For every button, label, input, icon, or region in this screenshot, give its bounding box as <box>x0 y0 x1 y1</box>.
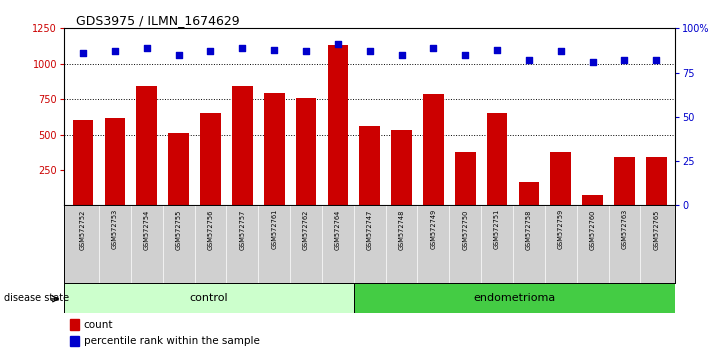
Text: GSM572752: GSM572752 <box>80 209 86 250</box>
Bar <box>264 93 284 205</box>
Point <box>523 57 535 63</box>
Point <box>173 52 184 58</box>
Bar <box>582 195 603 205</box>
Text: GSM572765: GSM572765 <box>653 209 659 250</box>
Text: GSM572749: GSM572749 <box>430 209 437 250</box>
Bar <box>359 126 380 205</box>
Text: endometrioma: endometrioma <box>474 293 556 303</box>
Bar <box>518 182 540 205</box>
Point <box>428 45 439 51</box>
Bar <box>73 120 93 205</box>
Point <box>109 48 121 54</box>
Bar <box>353 283 675 313</box>
Point <box>619 57 630 63</box>
Text: GSM572753: GSM572753 <box>112 209 118 250</box>
Point <box>269 47 280 52</box>
Text: GSM572754: GSM572754 <box>144 209 150 250</box>
Bar <box>487 113 508 205</box>
Text: GSM572762: GSM572762 <box>303 209 309 250</box>
Text: GSM572756: GSM572756 <box>208 209 213 250</box>
Text: control: control <box>190 293 228 303</box>
Point <box>300 48 311 54</box>
Bar <box>550 152 571 205</box>
Bar <box>64 283 353 313</box>
Text: GSM572758: GSM572758 <box>526 209 532 250</box>
Bar <box>455 152 476 205</box>
Bar <box>70 319 79 330</box>
Bar <box>137 86 157 205</box>
Text: GSM572761: GSM572761 <box>271 209 277 250</box>
Text: disease state: disease state <box>4 293 69 303</box>
Bar <box>328 45 348 205</box>
Text: percentile rank within the sample: percentile rank within the sample <box>84 336 260 346</box>
Text: GSM572751: GSM572751 <box>494 209 500 250</box>
Point <box>459 52 471 58</box>
Bar <box>232 86 252 205</box>
Point <box>205 48 216 54</box>
Bar <box>169 133 189 205</box>
Point <box>364 48 375 54</box>
Bar <box>391 130 412 205</box>
Text: GSM572748: GSM572748 <box>399 209 405 250</box>
Text: GSM572757: GSM572757 <box>240 209 245 250</box>
Bar <box>200 113 221 205</box>
Point <box>141 45 152 51</box>
Bar <box>614 157 635 205</box>
Point <box>555 48 567 54</box>
Point <box>651 57 662 63</box>
Bar <box>105 118 125 205</box>
Bar <box>423 94 444 205</box>
Text: GSM572750: GSM572750 <box>462 209 469 250</box>
Point <box>396 52 407 58</box>
Text: GSM572760: GSM572760 <box>589 209 596 250</box>
Text: GSM572755: GSM572755 <box>176 209 181 250</box>
Point <box>77 50 89 56</box>
Point <box>332 41 343 47</box>
Text: GSM572763: GSM572763 <box>621 209 628 250</box>
Text: GSM572747: GSM572747 <box>367 209 373 250</box>
Text: count: count <box>84 320 113 330</box>
Text: GDS3975 / ILMN_1674629: GDS3975 / ILMN_1674629 <box>76 14 240 27</box>
Text: GSM572764: GSM572764 <box>335 209 341 250</box>
Bar <box>70 336 79 346</box>
Point <box>491 47 503 52</box>
Point <box>237 45 248 51</box>
Point <box>587 59 599 65</box>
Bar <box>646 157 667 205</box>
Bar <box>296 98 316 205</box>
Text: GSM572759: GSM572759 <box>558 209 564 250</box>
